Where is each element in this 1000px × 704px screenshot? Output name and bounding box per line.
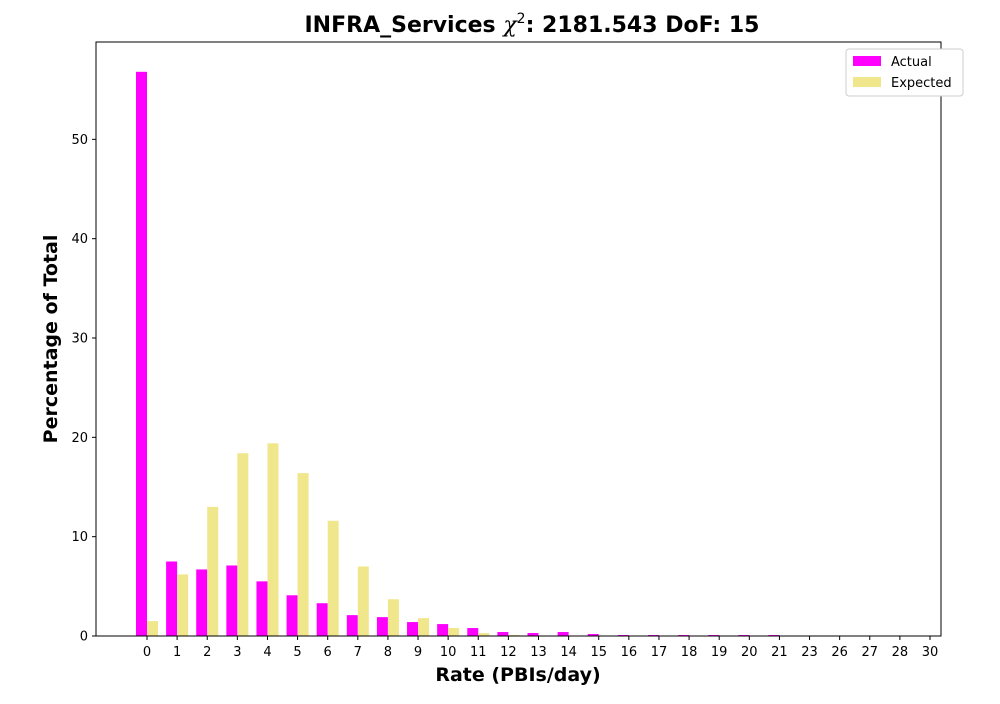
x-axis-label: Rate (PBIs/day): [435, 664, 600, 686]
bars-layer: [136, 72, 930, 636]
x-tick-label: 30: [922, 645, 939, 660]
x-tick-label: 7: [354, 645, 362, 660]
legend: Actual Expected: [846, 49, 963, 96]
bar-actual-9: [407, 622, 418, 636]
y-axis-label: Percentage of Total: [40, 235, 62, 444]
bar-expected-6: [328, 521, 339, 636]
x-tick-label: 10: [440, 645, 457, 660]
x-tick-label: 0: [143, 645, 151, 660]
bar-expected-9: [418, 618, 429, 636]
bar-actual-10: [437, 624, 448, 636]
y-tick-label: 10: [71, 530, 88, 545]
x-tick-label: 14: [560, 645, 577, 660]
x-tick-label: 12: [500, 645, 517, 660]
x-tick-label: 3: [233, 645, 241, 660]
y-axis-ticks: 0 10 20 30 40 50: [71, 133, 96, 645]
x-tick-label: 1: [173, 645, 181, 660]
legend-label-expected: Expected: [891, 76, 952, 91]
x-tick-label: 4: [263, 645, 271, 660]
bar-actual-6: [317, 603, 328, 636]
x-tick-label: 5: [293, 645, 301, 660]
bar-actual-8: [377, 617, 388, 636]
bar-expected-10: [448, 628, 459, 636]
y-tick-label: 20: [71, 431, 88, 446]
x-tick-label: 26: [831, 645, 848, 660]
bar-actual-11: [467, 628, 478, 636]
bar-expected-4: [267, 443, 278, 636]
bar-actual-0: [136, 72, 147, 636]
x-tick-label: 21: [771, 645, 788, 660]
x-tick-label: 11: [470, 645, 487, 660]
bar-actual-12: [497, 632, 508, 636]
bar-expected-2: [207, 507, 218, 636]
x-tick-label: 18: [681, 645, 698, 660]
bar-expected-0: [147, 621, 158, 636]
x-tick-label: 6: [324, 645, 332, 660]
y-tick-label: 30: [71, 332, 88, 347]
legend-swatch-actual: [853, 56, 881, 66]
x-tick-label: 17: [651, 645, 668, 660]
x-tick-label: 20: [741, 645, 758, 660]
bar-actual-4: [256, 581, 267, 636]
legend-swatch-expected: [853, 77, 881, 87]
x-tick-label: 9: [414, 645, 422, 660]
bar-actual-14: [558, 632, 569, 636]
bar-expected-1: [177, 574, 188, 636]
bar-expected-5: [298, 473, 309, 636]
bar-actual-2: [196, 569, 207, 636]
plot-frame: [96, 42, 941, 636]
x-tick-label: 27: [861, 645, 878, 660]
x-tick-label: 15: [590, 645, 607, 660]
bar-actual-7: [347, 615, 358, 636]
x-tick-label: 2: [203, 645, 211, 660]
x-tick-label: 13: [530, 645, 547, 660]
bar-actual-5: [287, 595, 298, 636]
bar-actual-1: [166, 562, 177, 637]
legend-label-actual: Actual: [891, 55, 932, 70]
x-tick-label: 28: [892, 645, 909, 660]
chart-title: INFRA_Services χ2: 2181.543 DoF: 15: [305, 11, 760, 38]
x-tick-label: 19: [711, 645, 728, 660]
bar-expected-8: [388, 599, 399, 636]
bar-actual-3: [226, 565, 237, 636]
x-tick-label: 16: [621, 645, 638, 660]
y-tick-label: 40: [71, 232, 88, 247]
x-tick-label: 23: [801, 645, 818, 660]
y-tick-label: 50: [71, 133, 88, 148]
bar-expected-3: [237, 453, 248, 636]
bar-expected-7: [358, 566, 369, 636]
x-tick-label: 8: [384, 645, 392, 660]
y-tick-label: 0: [80, 630, 88, 645]
